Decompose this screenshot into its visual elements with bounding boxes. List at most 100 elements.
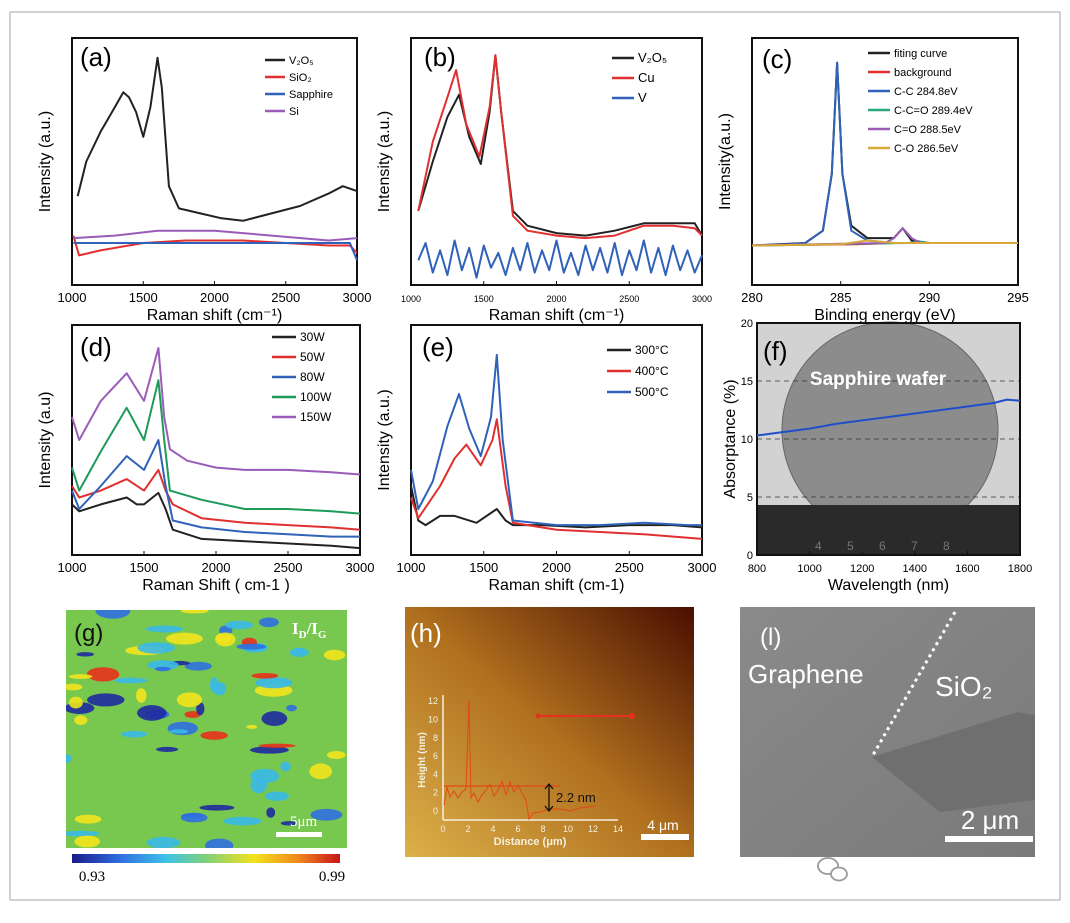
legend-label: V xyxy=(638,90,647,105)
x-tick-label: 1000 xyxy=(58,290,87,305)
y-tick-label: 10 xyxy=(741,434,753,446)
x-tick-label: 1000 xyxy=(397,560,426,575)
panel-label: (c) xyxy=(762,44,792,74)
inset-ylabel: Height (nm) xyxy=(417,732,428,788)
height-profile-line xyxy=(443,699,596,821)
series-line-V xyxy=(417,239,703,279)
x-tick-label: 3000 xyxy=(346,560,375,575)
y-axis-title: Absorptance (%) xyxy=(722,379,739,498)
chart-panel-e: 1000 1500 2000 2500 3000 300°C 400°C 500°C Raman… xyxy=(376,324,716,594)
x-tick-label: 2000 xyxy=(542,560,571,575)
map-feature xyxy=(223,816,262,826)
series-line-150W xyxy=(71,347,361,476)
scale-bar-g xyxy=(276,832,322,837)
inset-x-tick-label: 4 xyxy=(490,824,495,834)
x-tick-label: 1200 xyxy=(850,563,874,575)
map-feature xyxy=(286,704,297,712)
chart-panel-a: 1000 1500 2000 2500 3000 V₂O₅ SiO₂ Sapphire Si Ra… xyxy=(37,37,371,324)
map-feature xyxy=(246,724,258,729)
series-line-500°C xyxy=(410,353,702,527)
map-feature xyxy=(249,746,289,754)
legend-label: C-C=O 289.4eV xyxy=(894,105,973,117)
x-axis-title: Binding energy (eV) xyxy=(814,307,955,324)
series-line-30W xyxy=(71,491,361,550)
map-feature xyxy=(236,643,266,650)
map-feature xyxy=(184,711,201,718)
series-line-300°C xyxy=(410,485,703,529)
x-tick-label: 295 xyxy=(1007,290,1029,305)
region-label-sio2: SiO₂ xyxy=(935,671,993,702)
panel-label-h: (h) xyxy=(410,618,442,648)
map-feature xyxy=(145,625,184,633)
plot-frame xyxy=(751,37,1019,286)
map-feature xyxy=(209,677,219,693)
legend-label: V₂O₅ xyxy=(289,55,314,67)
legend-label: Si xyxy=(289,106,299,118)
map-feature xyxy=(266,807,276,818)
legend-label: 500°C xyxy=(635,385,669,399)
x-axis-title: Raman shift (cm⁻¹) xyxy=(489,307,625,324)
x-tick-label: 280 xyxy=(741,290,763,305)
y-tick-label: 20 xyxy=(741,318,753,330)
map-feature xyxy=(114,677,148,684)
map-feature xyxy=(74,835,101,848)
panel-label-i: (l) xyxy=(760,624,781,651)
x-tick-label: 290 xyxy=(918,290,940,305)
chart-panel-c: 280 285 290 295 fiting curve background C-C 28… xyxy=(717,37,1029,324)
inset-y-tick-label: 4 xyxy=(433,769,438,779)
ruler-label: 4 xyxy=(815,539,822,553)
series-line-Cu xyxy=(417,54,703,240)
sio2-region xyxy=(872,712,1035,812)
map-feature xyxy=(74,715,88,726)
legend-label: C-O 286.5eV xyxy=(894,143,959,155)
map-feature xyxy=(289,647,309,657)
legend-label: Cu xyxy=(638,70,655,85)
y-tick-label: 5 xyxy=(747,492,753,504)
x-tick-label: 1600 xyxy=(955,563,979,575)
legend-label: 100W xyxy=(300,390,332,404)
x-tick-label: 1500 xyxy=(130,560,159,575)
map-feature xyxy=(326,750,346,760)
map-feature xyxy=(261,711,288,726)
x-tick-label: 1500 xyxy=(469,560,498,575)
series-line-absorptance xyxy=(756,398,1021,437)
legend-label: C=O 288.5eV xyxy=(894,124,962,136)
x-axis-title: Wavelength (nm) xyxy=(828,577,949,594)
series-line-Sapphire xyxy=(73,242,358,261)
map-feature xyxy=(258,743,296,748)
x-tick-label: 1500 xyxy=(474,294,494,304)
map-feature xyxy=(250,768,280,784)
map-feature xyxy=(68,696,83,709)
map-feature xyxy=(121,730,148,738)
map-feature xyxy=(258,617,279,628)
legend-label: 30W xyxy=(300,330,325,344)
panel-label: (b) xyxy=(424,42,456,72)
map-feature xyxy=(176,692,203,708)
profile-start-dot xyxy=(535,713,541,719)
x-tick-label: 800 xyxy=(748,563,766,575)
chart-panel-f: 4 5 6 7 8 0 5 10 15 20 Sapphire wafer 800 1000 1200 14… xyxy=(722,318,1032,594)
inset-x-tick-label: 8 xyxy=(540,824,545,834)
line-charts: 1000 1500 2000 2500 3000 V₂O₅ SiO₂ Sapphire Si Ra… xyxy=(37,37,1032,594)
x-tick-label: 2500 xyxy=(274,560,303,575)
panel-g-raman-map: ID/IG (g) 5μm 0.93 0.99 xyxy=(66,610,347,885)
ruler xyxy=(757,505,1020,555)
map-feature xyxy=(215,632,236,647)
scale-bar-label-g: 5μm xyxy=(290,814,318,830)
map-feature xyxy=(323,649,346,661)
panel-label: (f) xyxy=(763,336,788,366)
map-feature xyxy=(68,674,93,679)
panel-label-g: (g) xyxy=(74,620,103,647)
x-tick-label: 1500 xyxy=(129,290,158,305)
inset-ticks: 0 2 4 6 8 10 12 14 0 2 4 6 8 10 12 xyxy=(428,696,623,834)
series-line-SiO₂ xyxy=(72,235,358,257)
y-axis-title: Intensity(a.u.) xyxy=(717,113,734,210)
legend-label: fiting curve xyxy=(894,48,947,60)
ruler-label: 8 xyxy=(943,539,950,553)
map-feature xyxy=(137,642,175,654)
map-feature xyxy=(137,705,167,721)
legend-label: 400°C xyxy=(635,364,669,378)
map-feature xyxy=(310,808,343,821)
legend-label: SiO₂ xyxy=(289,72,312,84)
